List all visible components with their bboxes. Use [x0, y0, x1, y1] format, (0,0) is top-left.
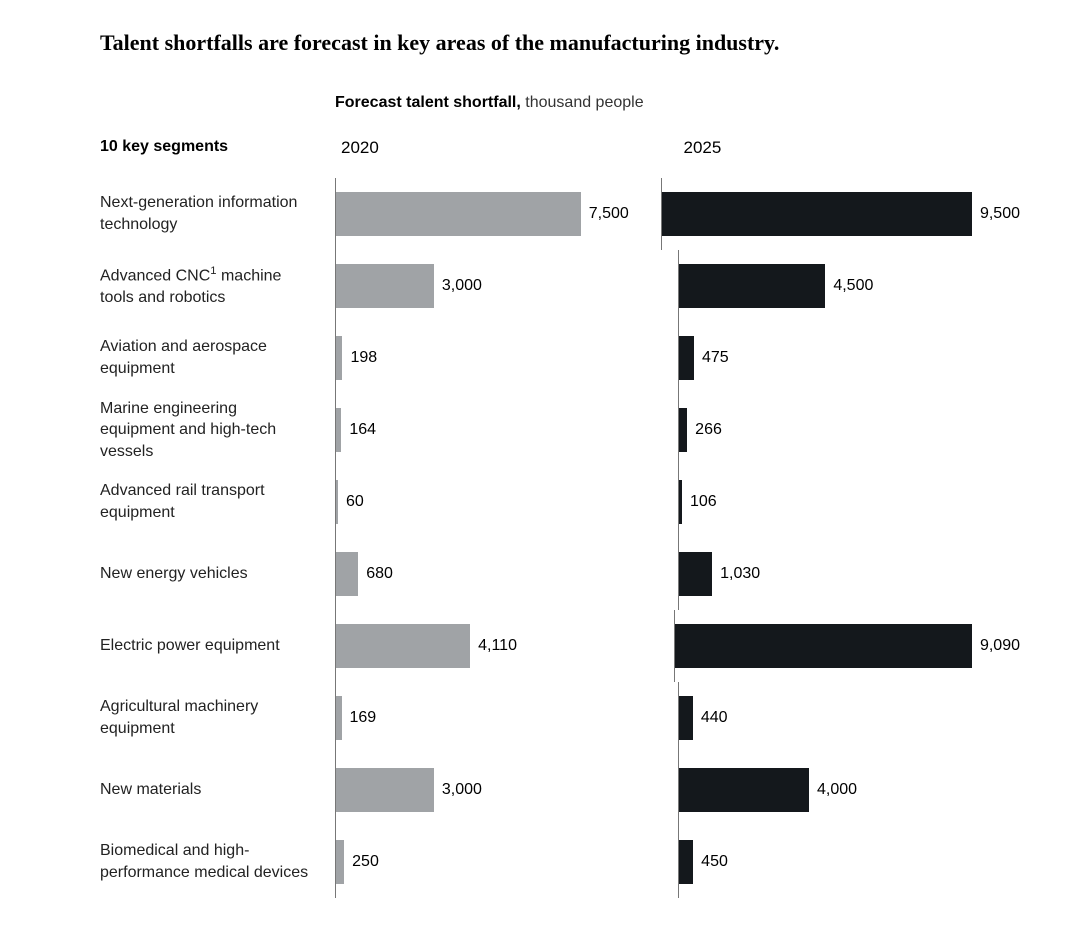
bar-value-2020: 680: [366, 565, 393, 583]
bar-2025: [679, 768, 810, 812]
bar-2020: [336, 408, 341, 452]
data-row: New energy vehicles 680 1,030: [100, 538, 1020, 610]
bar-value-2025: 1,030: [720, 565, 760, 583]
year-label-2020: 2020: [341, 138, 379, 157]
bar-value-2020: 198: [350, 349, 377, 367]
bar-2025: [679, 696, 693, 740]
year-label-2025: 2025: [684, 138, 722, 157]
bar-zone-2025: 106: [678, 466, 1021, 538]
bar-zone-2020: 164: [335, 394, 678, 466]
bar-2020: [336, 840, 344, 884]
data-row: Next-generation information technology 7,…: [100, 178, 1020, 250]
bar-value-2020: 3,000: [442, 277, 482, 295]
segment-label: New energy vehicles: [100, 563, 335, 585]
bar-value-2025: 106: [690, 493, 717, 511]
segment-label: Electric power equipment: [100, 635, 335, 657]
bar-2025: [679, 336, 695, 380]
bar-2020: [336, 336, 342, 380]
bar-value-2025: 4,000: [817, 781, 857, 799]
bar-zone-2020: 198: [335, 322, 678, 394]
bar-2025: [679, 408, 688, 452]
bar-2025: [679, 552, 713, 596]
bar-2025: [675, 624, 972, 668]
bar-zone-2020: 7,500: [335, 178, 661, 250]
bar-2025: [679, 480, 682, 524]
bar-zone-2025: 1,030: [678, 538, 1021, 610]
bar-zone-2020: 3,000: [335, 250, 678, 322]
bar-2025: [679, 840, 694, 884]
segment-label: Next-generation information technology: [100, 192, 335, 235]
bar-2020: [336, 480, 338, 524]
data-row: New materials 3,000 4,000: [100, 754, 1020, 826]
bar-value-2025: 4,500: [833, 277, 873, 295]
subtitle-row: Forecast talent shortfall, thousand peop…: [100, 94, 1020, 112]
subtitle-light: thousand people: [521, 94, 644, 111]
data-row: Marine engineering equipment and high-te…: [100, 394, 1020, 466]
bar-value-2025: 450: [701, 853, 728, 871]
segment-label: New materials: [100, 779, 335, 801]
bar-zone-2020: 60: [335, 466, 678, 538]
bar-value-2020: 169: [350, 709, 377, 727]
data-row: Advanced rail transport equipment 60 106: [100, 466, 1020, 538]
bar-2025: [679, 264, 826, 308]
bar-zone-2020: 4,110: [335, 610, 674, 682]
subtitle-bold: Forecast talent shortfall,: [335, 94, 521, 111]
bar-value-2025: 475: [702, 349, 729, 367]
rows-container: Next-generation information technology 7,…: [100, 178, 1020, 898]
bar-zone-2025: 266: [678, 394, 1021, 466]
bar-zone-2025: 440: [678, 682, 1021, 754]
header-row: 10 key segments 2020 2025: [100, 138, 1020, 158]
data-row: Electric power equipment 4,110 9,090: [100, 610, 1020, 682]
bar-2020: [336, 624, 470, 668]
bar-2025: [662, 192, 972, 236]
bar-value-2025: 440: [701, 709, 728, 727]
chart-area: Forecast talent shortfall, thousand peop…: [100, 94, 1020, 898]
bar-value-2020: 164: [349, 421, 376, 439]
segment-label: Advanced rail transport equipment: [100, 480, 335, 523]
data-row: Biomedical and high-performance medical …: [100, 826, 1020, 898]
segment-label: Agricultural machinery equipment: [100, 696, 335, 739]
bar-zone-2025: 475: [678, 322, 1021, 394]
bar-value-2020: 3,000: [442, 781, 482, 799]
data-row: Aviation and aerospace equipment 198 475: [100, 322, 1020, 394]
bar-value-2020: 250: [352, 853, 379, 871]
segment-label: Advanced CNC1 machine tools and robotics: [100, 264, 335, 309]
bar-value-2025: 9,500: [980, 205, 1020, 223]
chart-title: Talent shortfalls are forecast in key ar…: [100, 30, 1020, 56]
bar-zone-2020: 169: [335, 682, 678, 754]
bar-zone-2025: 4,000: [678, 754, 1021, 826]
bar-zone-2025: 9,500: [661, 178, 1020, 250]
bar-zone-2020: 250: [335, 826, 678, 898]
bar-2020: [336, 696, 342, 740]
bar-value-2020: 4,110: [478, 637, 517, 655]
data-row: Agricultural machinery equipment 169 440: [100, 682, 1020, 754]
bar-zone-2020: 680: [335, 538, 678, 610]
bar-2020: [336, 552, 358, 596]
bar-2020: [336, 192, 581, 236]
bar-2020: [336, 264, 434, 308]
data-row: Advanced CNC1 machine tools and robotics…: [100, 250, 1020, 322]
segment-label: Aviation and aerospace equipment: [100, 336, 335, 379]
bar-zone-2025: 9,090: [674, 610, 1020, 682]
bar-zone-2025: 450: [678, 826, 1021, 898]
bar-2020: [336, 768, 434, 812]
bar-value-2020: 7,500: [589, 205, 629, 223]
bar-value-2020: 60: [346, 493, 364, 511]
segment-label: Marine engineering equipment and high-te…: [100, 398, 335, 463]
bar-value-2025: 9,090: [980, 637, 1020, 655]
segment-label: Biomedical and high-performance medical …: [100, 840, 335, 883]
bar-zone-2025: 4,500: [678, 250, 1021, 322]
bar-value-2025: 266: [695, 421, 722, 439]
bar-zone-2020: 3,000: [335, 754, 678, 826]
segments-header: 10 key segments: [100, 138, 228, 155]
chart-subtitle: Forecast talent shortfall, thousand peop…: [335, 94, 644, 111]
